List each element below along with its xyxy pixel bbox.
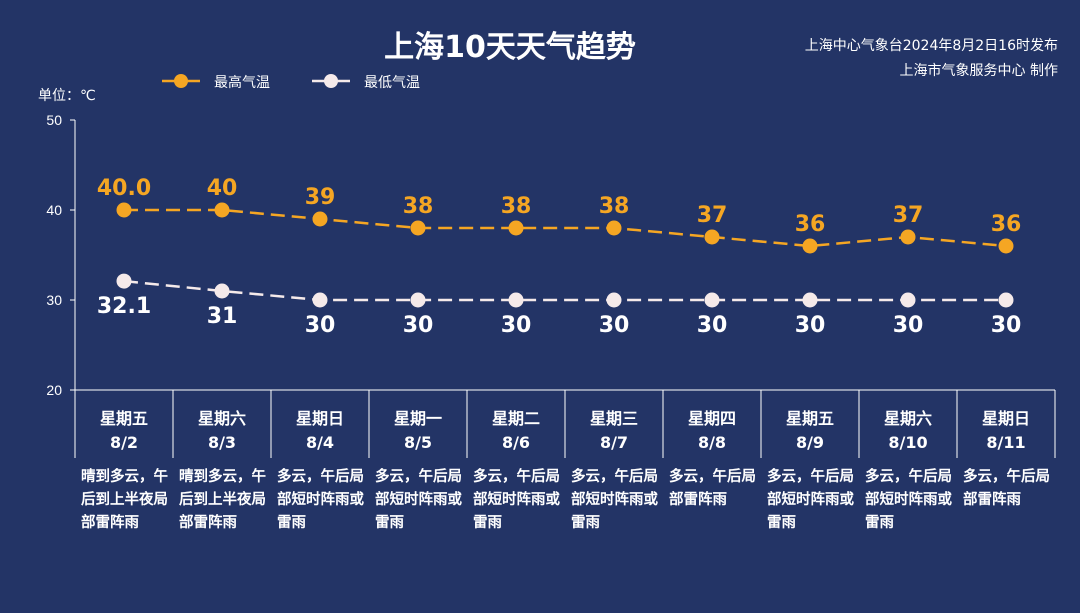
legend-marker-high	[162, 74, 200, 88]
data-label-low: 32.1	[97, 294, 151, 319]
date-label: 8/2	[109, 433, 139, 452]
data-point-high	[410, 220, 426, 236]
data-point-low	[116, 273, 132, 289]
weekday-label: 星期五	[785, 409, 834, 428]
series-line-high	[124, 208, 1007, 248]
weekday-label: 星期日	[981, 409, 1030, 428]
weekday-label: 星期日	[295, 409, 344, 428]
data-point-low	[802, 292, 818, 308]
data-point-high	[606, 220, 622, 236]
weekday-label: 星期四	[687, 409, 736, 428]
data-label-high: 39	[305, 185, 336, 210]
data-label-low: 30	[893, 313, 924, 338]
date-label: 8/11	[986, 433, 1026, 452]
legend-label-low: 最低气温	[364, 75, 420, 91]
y-tick-label: 30	[46, 292, 62, 308]
weather-description: 晴到多云，午后到上半夜局部雷阵雨	[179, 469, 266, 531]
weekday-label: 星期二	[491, 409, 540, 428]
data-point-high	[998, 238, 1014, 254]
data-point-high	[900, 229, 916, 245]
weather-description: 多云，午后局部短时阵雨或雷雨	[473, 469, 560, 531]
data-label-high: 40.0	[97, 176, 151, 201]
legend-marker-low	[312, 74, 350, 88]
data-label-low: 30	[795, 313, 826, 338]
data-label-high: 36	[795, 212, 826, 237]
weather-description: 晴到多云，午后到上半夜局部雷阵雨	[81, 469, 168, 531]
data-label-high: 36	[991, 212, 1022, 237]
weather-description: 多云，午后局部雷阵雨	[963, 469, 1050, 508]
data-point-low	[312, 292, 328, 308]
data-label-low: 30	[403, 313, 434, 338]
producer-info: 上海市气象服务中心 制作	[899, 63, 1058, 79]
date-label: 8/10	[888, 433, 928, 452]
data-point-high	[214, 202, 230, 218]
y-tick-label: 40	[46, 202, 62, 218]
data-point-high	[312, 211, 328, 227]
y-tick-label: 20	[46, 382, 62, 398]
data-point-high	[802, 238, 818, 254]
weekday-label: 星期三	[589, 409, 638, 428]
weekday-label: 星期五	[99, 409, 148, 428]
data-label-low: 30	[991, 313, 1022, 338]
data-point-low	[214, 283, 230, 299]
date-label: 8/8	[697, 433, 727, 452]
weather-description: 多云，午后局部短时阵雨或雷雨	[277, 469, 364, 531]
data-point-low	[998, 292, 1014, 308]
data-point-low	[410, 292, 426, 308]
data-label-low: 31	[207, 304, 238, 329]
weather-description: 多云，午后局部短时阵雨或雷雨	[767, 469, 854, 531]
date-label: 8/4	[305, 433, 335, 452]
date-label: 8/6	[501, 433, 531, 452]
data-label-high: 37	[697, 203, 728, 228]
data-point-low	[704, 292, 720, 308]
legend-label-high: 最高气温	[214, 75, 270, 91]
data-point-high	[116, 202, 132, 218]
data-label-low: 30	[305, 313, 336, 338]
date-label: 8/7	[599, 433, 629, 452]
weekday-label: 星期一	[393, 409, 442, 428]
page-title: 上海10天天气趋势	[384, 30, 636, 65]
series-line-low	[123, 279, 1006, 302]
data-label-low: 30	[599, 313, 630, 338]
data-label-high: 38	[501, 194, 532, 219]
data-label-low: 30	[697, 313, 728, 338]
weather-description: 多云，午后局部雷阵雨	[669, 469, 756, 508]
y-tick-label: 50	[46, 112, 62, 128]
data-point-low	[508, 292, 524, 308]
weather-description: 多云，午后局部短时阵雨或雷雨	[865, 469, 952, 531]
date-label: 8/9	[795, 433, 825, 452]
data-point-high	[704, 229, 720, 245]
data-label-high: 38	[403, 194, 434, 219]
data-label-high: 37	[893, 203, 924, 228]
data-label-high: 38	[599, 194, 630, 219]
data-point-low	[606, 292, 622, 308]
data-label-high: 40	[207, 176, 238, 201]
publish-info: 上海中心气象台2024年8月2日16时发布	[804, 38, 1058, 54]
weekday-label: 星期六	[197, 409, 246, 428]
weekday-label: 星期六	[883, 409, 932, 428]
weather-description: 多云，午后局部短时阵雨或雷雨	[375, 469, 462, 531]
y-axis-unit-label: 单位：℃	[38, 88, 96, 104]
data-point-high	[508, 220, 524, 236]
data-label-low: 30	[501, 313, 532, 338]
date-label: 8/3	[207, 433, 237, 452]
date-label: 8/5	[403, 433, 433, 452]
data-point-low	[900, 292, 916, 308]
weather-description: 多云，午后局部短时阵雨或雷雨	[571, 469, 658, 531]
